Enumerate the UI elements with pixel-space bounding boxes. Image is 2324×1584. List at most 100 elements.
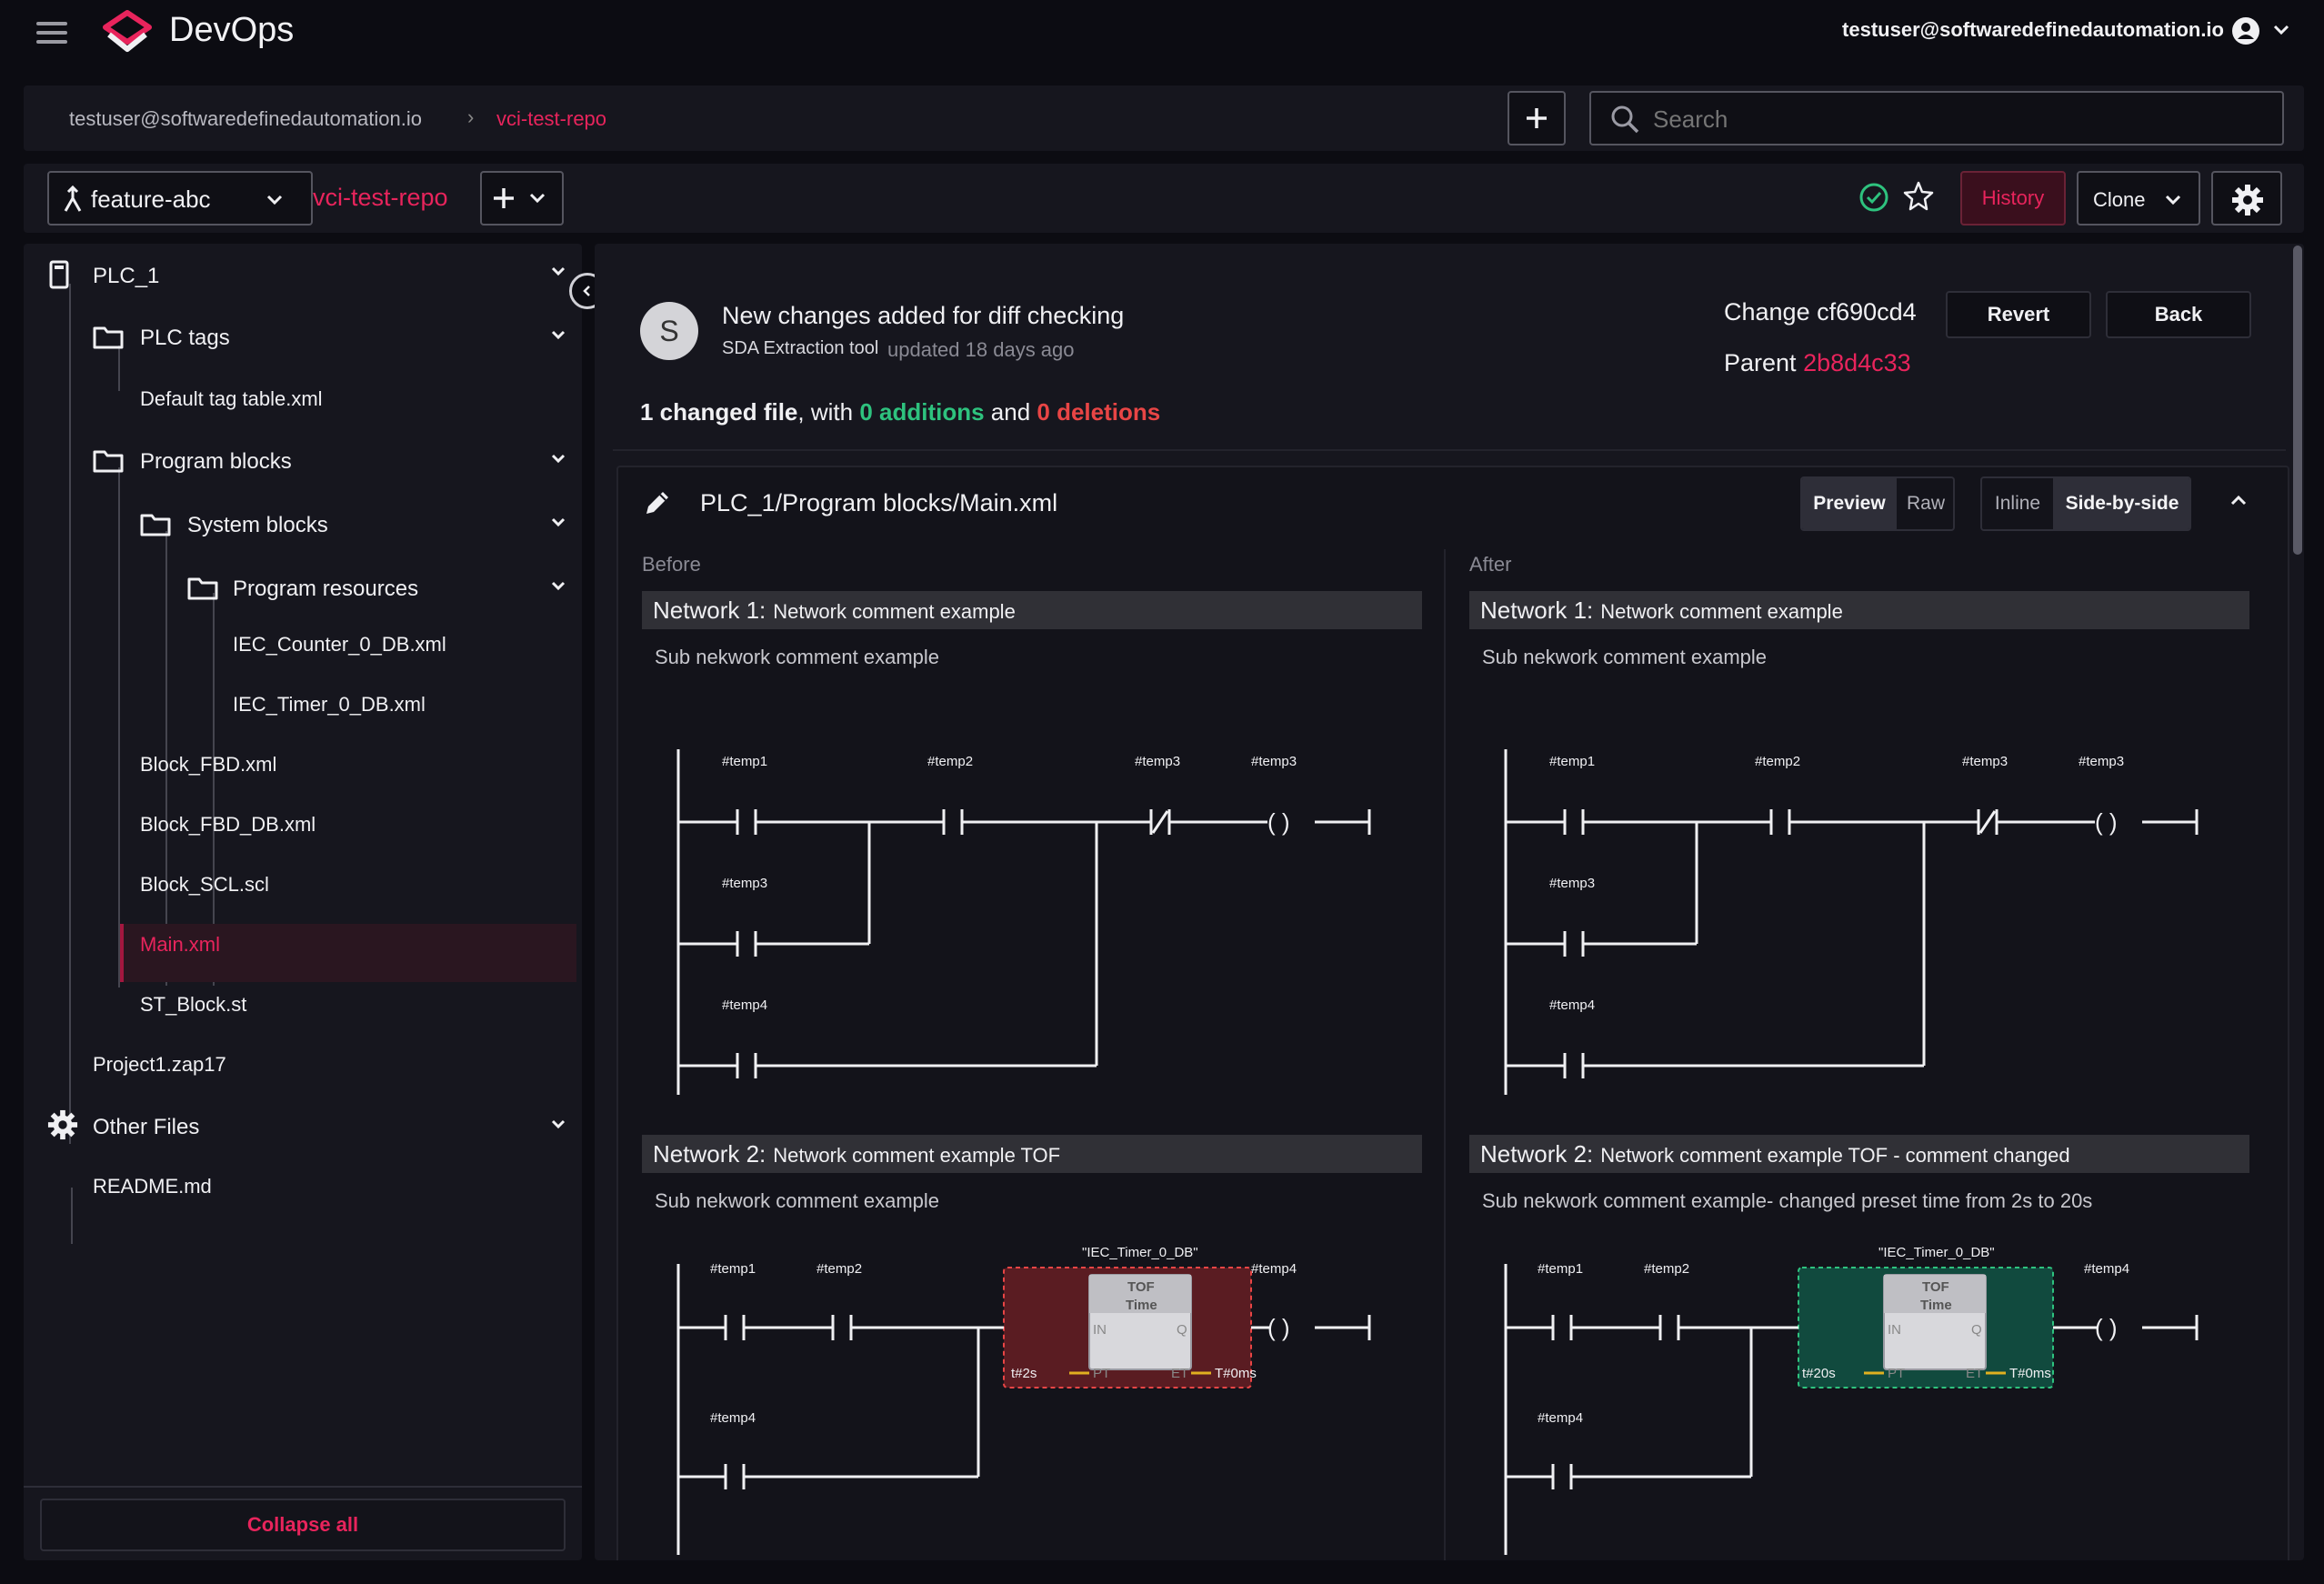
tree-item-block-scl[interactable]: Block_SCL.scl <box>24 857 582 911</box>
contact-label: #temp2 <box>1755 754 1800 769</box>
parent-hash-link[interactable]: 2b8d4c33 <box>1803 349 1911 376</box>
tree-item-main-xml[interactable]: Main.xml <box>24 917 582 971</box>
hamburger-menu-icon[interactable] <box>36 22 67 45</box>
contact-label: #temp4 <box>1538 1410 1583 1426</box>
folder-icon <box>93 449 124 473</box>
top-bar: DevOps testuser@softwaredefinedautomatio… <box>0 0 2324 65</box>
repo-name[interactable]: vci-test-repo <box>313 184 448 211</box>
tree-item-readme[interactable]: README.md <box>24 1158 582 1213</box>
tree-guide <box>165 531 167 986</box>
file-path: PLC_1/Program blocks/Main.xml <box>700 489 1058 516</box>
tree-item-label: Program resources <box>233 576 419 601</box>
commit-author: SDA Extraction tool <box>722 338 879 358</box>
contact-label: #temp1 <box>710 1261 756 1277</box>
tree-guide <box>71 1188 73 1244</box>
change-id: Change cf690cd4 <box>1724 298 1917 326</box>
account-circle-icon[interactable] <box>2231 16 2260 45</box>
chevron-down-icon[interactable] <box>549 1115 567 1133</box>
tree-item-label: Default tag table.xml <box>140 387 323 410</box>
timer-block-header <box>1089 1275 1191 1313</box>
tree-item-block-fbd-db[interactable]: Block_FBD_DB.xml <box>24 797 582 851</box>
tree-item-plc1[interactable]: PLC_1 <box>24 244 582 302</box>
search-box[interactable] <box>1589 91 2284 145</box>
coil-symbol: ( ) <box>2095 808 2118 836</box>
main-scrollbar[interactable] <box>2293 246 2302 555</box>
chevron-down-icon[interactable] <box>549 513 567 531</box>
tree-item-plc-tags[interactable]: PLC tags <box>24 306 582 364</box>
commit-detail-panel: S New changes added for diff checking SD… <box>595 244 2304 1560</box>
coil-symbol: ( ) <box>1267 808 1290 836</box>
chevron-down-icon[interactable] <box>549 449 567 467</box>
timer-type: TOF <box>1127 1279 1155 1295</box>
pin-label: ET <box>1171 1366 1188 1381</box>
tree-item-default-tag-table[interactable]: Default tag table.xml <box>24 371 582 426</box>
contact-label: #temp3 <box>1135 754 1180 769</box>
coil-symbol: ( ) <box>2095 1314 2118 1341</box>
app-title: DevOps <box>169 11 295 49</box>
timer-block-header <box>1884 1275 1986 1313</box>
sidebar-divider <box>24 1486 582 1488</box>
contact-label: #temp3 <box>1962 754 2008 769</box>
chevron-down-icon[interactable] <box>549 326 567 344</box>
folder-icon <box>140 513 171 536</box>
inline-toggle[interactable]: Inline <box>1994 493 2041 514</box>
chevron-down-icon[interactable] <box>2271 20 2291 40</box>
tree-item-program-blocks[interactable]: Program blocks <box>24 429 582 487</box>
network-comment: Network comment example <box>1600 600 1843 623</box>
pin-label: Q <box>1971 1322 1982 1338</box>
user-email[interactable]: testuser@softwaredefinedautomation.io <box>1842 18 2224 41</box>
preview-toggle[interactable]: Preview <box>1802 478 1897 529</box>
network-header: Network 1: Network comment example <box>642 591 1422 629</box>
commit-title: New changes added for diff checking <box>722 302 1125 329</box>
collapse-all-button[interactable]: Collapse all <box>40 1499 566 1551</box>
tree-item-block-fbd[interactable]: Block_FBD.xml <box>24 737 582 791</box>
repo-toolbar: feature-abc vci-test-repo History Clone <box>24 164 2304 233</box>
chevron-up-icon[interactable] <box>2228 489 2249 511</box>
clone-button[interactable]: Clone <box>2077 171 2200 226</box>
contact-label: #temp1 <box>722 754 767 769</box>
tree-item-iec-timer[interactable]: IEC_Timer_0_DB.xml <box>24 677 582 731</box>
add-menu-button[interactable] <box>480 171 564 226</box>
revert-button[interactable]: Revert <box>1946 291 2091 338</box>
avatar: S <box>640 302 698 360</box>
tree-item-program-resources[interactable]: Program resources <box>24 556 582 615</box>
contact-label: #temp3 <box>722 876 767 891</box>
back-button[interactable]: Back <box>2106 291 2251 338</box>
tree-item-label: Block_FBD.xml <box>140 753 277 776</box>
tree-item-system-blocks[interactable]: System blocks <box>24 493 582 551</box>
pin-label: IN <box>1888 1322 1901 1338</box>
tree-item-label: IEC_Timer_0_DB.xml <box>233 693 426 716</box>
clone-label: Clone <box>2093 188 2146 211</box>
deletions-count: 0 deletions <box>1037 398 1161 426</box>
breadcrumb-repo[interactable]: vci-test-repo <box>496 107 607 130</box>
breadcrumb-user[interactable]: testuser@softwaredefinedautomation.io <box>69 107 422 130</box>
settings-button[interactable] <box>2211 171 2282 226</box>
raw-toggle[interactable]: Raw <box>1906 493 1945 514</box>
tree-item-label: PLC_1 <box>93 264 160 288</box>
network-comment: Network comment example <box>773 600 1016 623</box>
network-title: Network 2: <box>1480 1140 1594 1168</box>
device-icon <box>49 260 69 289</box>
tree-item-iec-counter[interactable]: IEC_Counter_0_DB.xml <box>24 617 582 671</box>
add-button[interactable] <box>1508 91 1566 145</box>
star-icon[interactable] <box>1902 180 1935 213</box>
tree-guide <box>118 346 120 391</box>
chevron-down-icon[interactable] <box>549 262 567 280</box>
search-input[interactable] <box>1653 105 2253 134</box>
tree-item-st-block[interactable]: ST_Block.st <box>24 977 582 1031</box>
tree-item-label: IEC_Counter_0_DB.xml <box>233 633 446 656</box>
side-by-side-toggle[interactable]: Side-by-side <box>2053 478 2189 529</box>
search-icon <box>1609 104 1640 135</box>
tree-item-label: Block_FBD_DB.xml <box>140 813 316 836</box>
network-header: Network 1: Network comment example <box>1469 591 2249 629</box>
tree-item-other-files[interactable]: Other Files <box>24 1095 582 1153</box>
branch-selector[interactable]: feature-abc <box>47 171 313 226</box>
history-button[interactable]: History <box>1960 171 2066 226</box>
contact-label: #temp1 <box>1549 754 1595 769</box>
pin-label: IN <box>1093 1322 1107 1338</box>
network-title: Network 1: <box>1480 597 1594 624</box>
tree-item-project1[interactable]: Project1.zap17 <box>24 1037 582 1091</box>
sub-network-comment: Sub nekwork comment example <box>655 646 940 668</box>
chevron-down-icon[interactable] <box>549 576 567 595</box>
chevron-left-icon <box>579 283 596 299</box>
